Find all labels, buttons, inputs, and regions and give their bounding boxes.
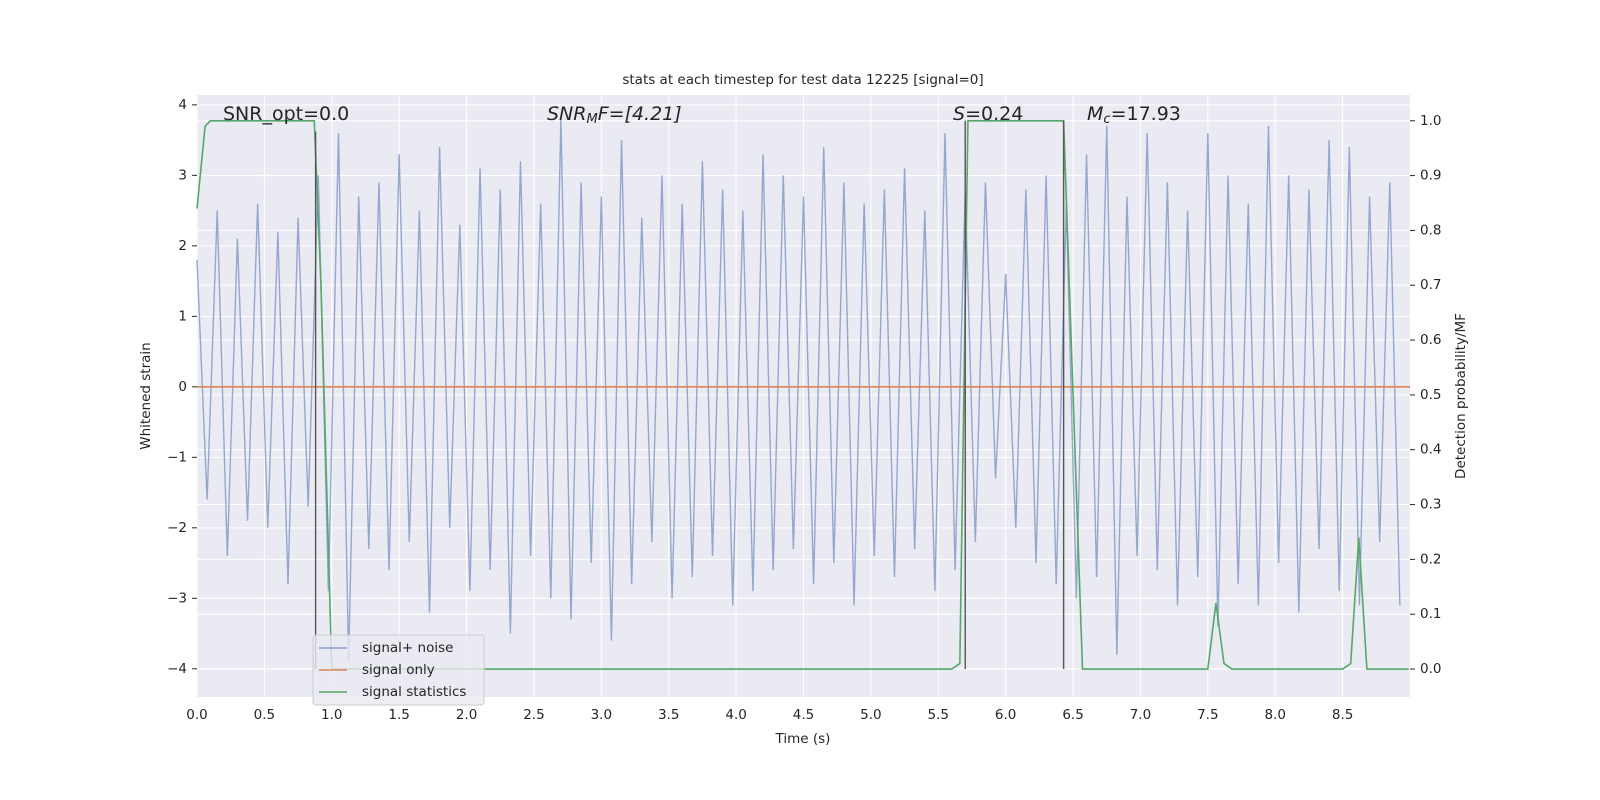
- y2-tick-label: 1.0: [1420, 113, 1441, 129]
- annotation-rest: F=[4.21]: [598, 103, 682, 125]
- series-line: [196, 118, 1401, 662]
- y2-tick-label: 0.9: [1420, 168, 1441, 184]
- annotation-sub: c: [1103, 112, 1110, 127]
- x-tick-label: 6.5: [1062, 707, 1083, 723]
- legend-label: signal only: [362, 662, 435, 678]
- annotation-base: M: [1087, 103, 1103, 125]
- x-tick-label: 1.0: [321, 707, 342, 723]
- annotation-text: SNR_opt=0.0: [223, 103, 349, 125]
- y2-tick-label: 0.5: [1420, 387, 1441, 403]
- x-tick-label: 8.0: [1264, 707, 1285, 723]
- annotation-sub: M: [586, 112, 597, 127]
- x-tick-label: 0.5: [254, 707, 275, 723]
- x-tick-label: 4.0: [725, 707, 746, 723]
- y2-tick-label: 0.0: [1420, 661, 1441, 677]
- x-tick-label: 6.0: [995, 707, 1016, 723]
- y-tick-label: −3: [167, 590, 187, 606]
- y-tick-label: −1: [167, 449, 187, 465]
- x-tick-label: 7.0: [1130, 707, 1151, 723]
- chart-title: stats at each timestep for test data 122…: [622, 72, 983, 88]
- y2-tick-label: 0.7: [1420, 277, 1441, 293]
- y-tick-label: 4: [178, 97, 187, 113]
- y-axis-label: Whitened strain: [138, 342, 154, 449]
- y2-tick-label: 0.2: [1420, 551, 1441, 567]
- x-tick-label: 0.0: [186, 707, 207, 723]
- x-tick-label: 5.0: [860, 707, 881, 723]
- x-tick-label: 3.0: [591, 707, 612, 723]
- annotation-base: SNR: [547, 103, 586, 125]
- annotation-base: S: [953, 103, 965, 125]
- annotation: S=0.24: [953, 103, 1023, 125]
- y2-tick-label: 0.8: [1420, 222, 1441, 238]
- x-tick-label: 7.5: [1197, 707, 1218, 723]
- y2-tick-label: 0.4: [1420, 442, 1441, 458]
- y-tick-label: 0: [178, 379, 187, 395]
- y-tick-label: 3: [178, 167, 187, 183]
- y-tick-label: −4: [167, 661, 187, 677]
- x-tick-label: 2.0: [456, 707, 477, 723]
- x-tick-label: 4.5: [793, 707, 814, 723]
- series-line: [196, 119, 1409, 670]
- annotation-rest: =0.24: [965, 103, 1023, 125]
- annotation-rest: =17.93: [1111, 103, 1181, 125]
- legend-label: signal+ noise: [362, 640, 453, 656]
- x-tick-label: 5.5: [928, 707, 949, 723]
- x-tick-label: 8.5: [1332, 707, 1353, 723]
- x-tick-label: 3.5: [658, 707, 679, 723]
- x-axis-label: Time (s): [775, 731, 831, 747]
- y2-tick-label: 0.3: [1420, 497, 1441, 513]
- y2-axis-label: Detection probability/MF: [1453, 313, 1469, 479]
- x-tick-label: 1.5: [388, 707, 409, 723]
- y-tick-label: 2: [178, 238, 187, 254]
- y2-tick-label: 0.1: [1420, 606, 1441, 622]
- legend-box: [312, 634, 485, 706]
- y-tick-label: −2: [167, 520, 187, 536]
- legend-label: signal statistics: [362, 684, 466, 700]
- annotation: SNRMF=[4.21]: [547, 103, 682, 127]
- annotation: SNR_opt=0.0: [223, 103, 349, 125]
- x-tick-label: 2.5: [523, 707, 544, 723]
- y2-tick-label: 0.6: [1420, 332, 1441, 348]
- annotation: Mc=17.93: [1087, 103, 1181, 127]
- y-tick-label: 1: [178, 308, 187, 324]
